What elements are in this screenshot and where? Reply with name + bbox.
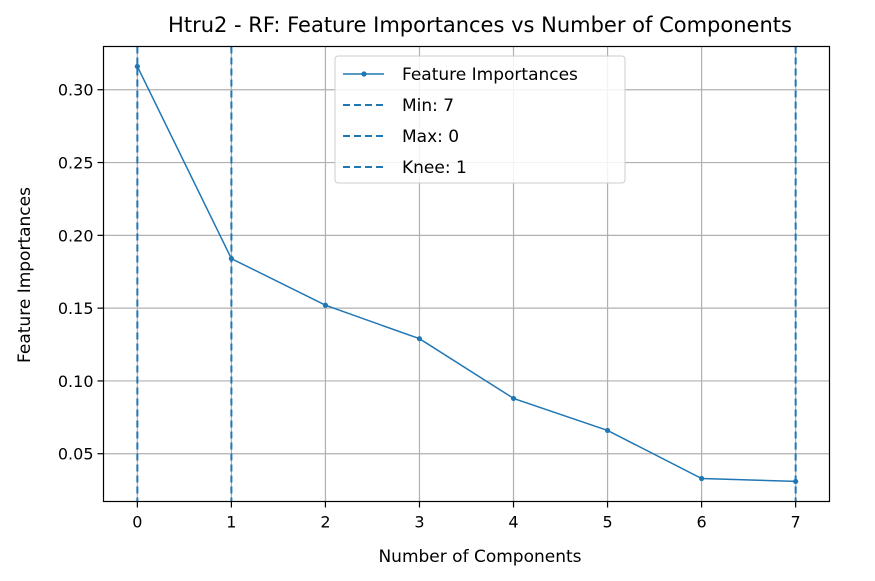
data-series: [134, 63, 799, 485]
legend-label: Max: 0: [402, 127, 459, 147]
data-point: [604, 427, 611, 434]
legend-label: Min: 7: [402, 96, 454, 116]
chart-title: Htru2 - RF: Feature Importances vs Numbe…: [168, 13, 792, 37]
y-tick-label: 0.25: [58, 154, 94, 173]
x-tick-label: 5: [602, 513, 612, 532]
x-tick-label: 1: [226, 513, 236, 532]
y-tick-label: 0.10: [58, 372, 94, 391]
legend: Feature Importances Min: 7 Max: 0 Knee: 1: [334, 55, 626, 184]
data-point: [416, 336, 423, 342]
x-tick-label: 3: [414, 513, 424, 532]
y-tick-label: 0.05: [58, 445, 94, 464]
data-point: [699, 475, 705, 482]
legend-box: [334, 55, 626, 184]
x-tick-label: 4: [508, 513, 518, 532]
data-point: [322, 302, 329, 308]
data-point: [228, 256, 234, 262]
x-tick-label: 6: [697, 513, 707, 532]
x-axis-label: Number of Components: [378, 547, 581, 567]
legend-marker-swatch: [361, 71, 367, 77]
y-axis-ticks: 0.05 0.10 0.15 0.20 0.25 0.30: [58, 81, 104, 464]
plot-frame: [102, 45, 831, 503]
y-axis-label: Feature Importances: [15, 187, 35, 363]
y-tick-label: 0.30: [58, 81, 94, 100]
x-tick-label: 7: [791, 513, 801, 532]
vertical-reference-lines: [136, 46, 797, 502]
y-tick-label: 0.20: [58, 226, 94, 245]
x-tick-label: 2: [320, 513, 330, 532]
y-tick-label: 0.15: [58, 299, 94, 318]
data-point: [134, 63, 140, 70]
data-point: [793, 478, 799, 485]
x-axis-ticks: 0 1 2 3 4 5 6 7: [132, 501, 801, 532]
x-tick-label: 0: [132, 513, 142, 532]
legend-label: Feature Importances: [402, 65, 578, 85]
series-line: [136, 66, 796, 483]
legend-label: Knee: 1: [402, 158, 467, 178]
data-point: [510, 395, 517, 402]
